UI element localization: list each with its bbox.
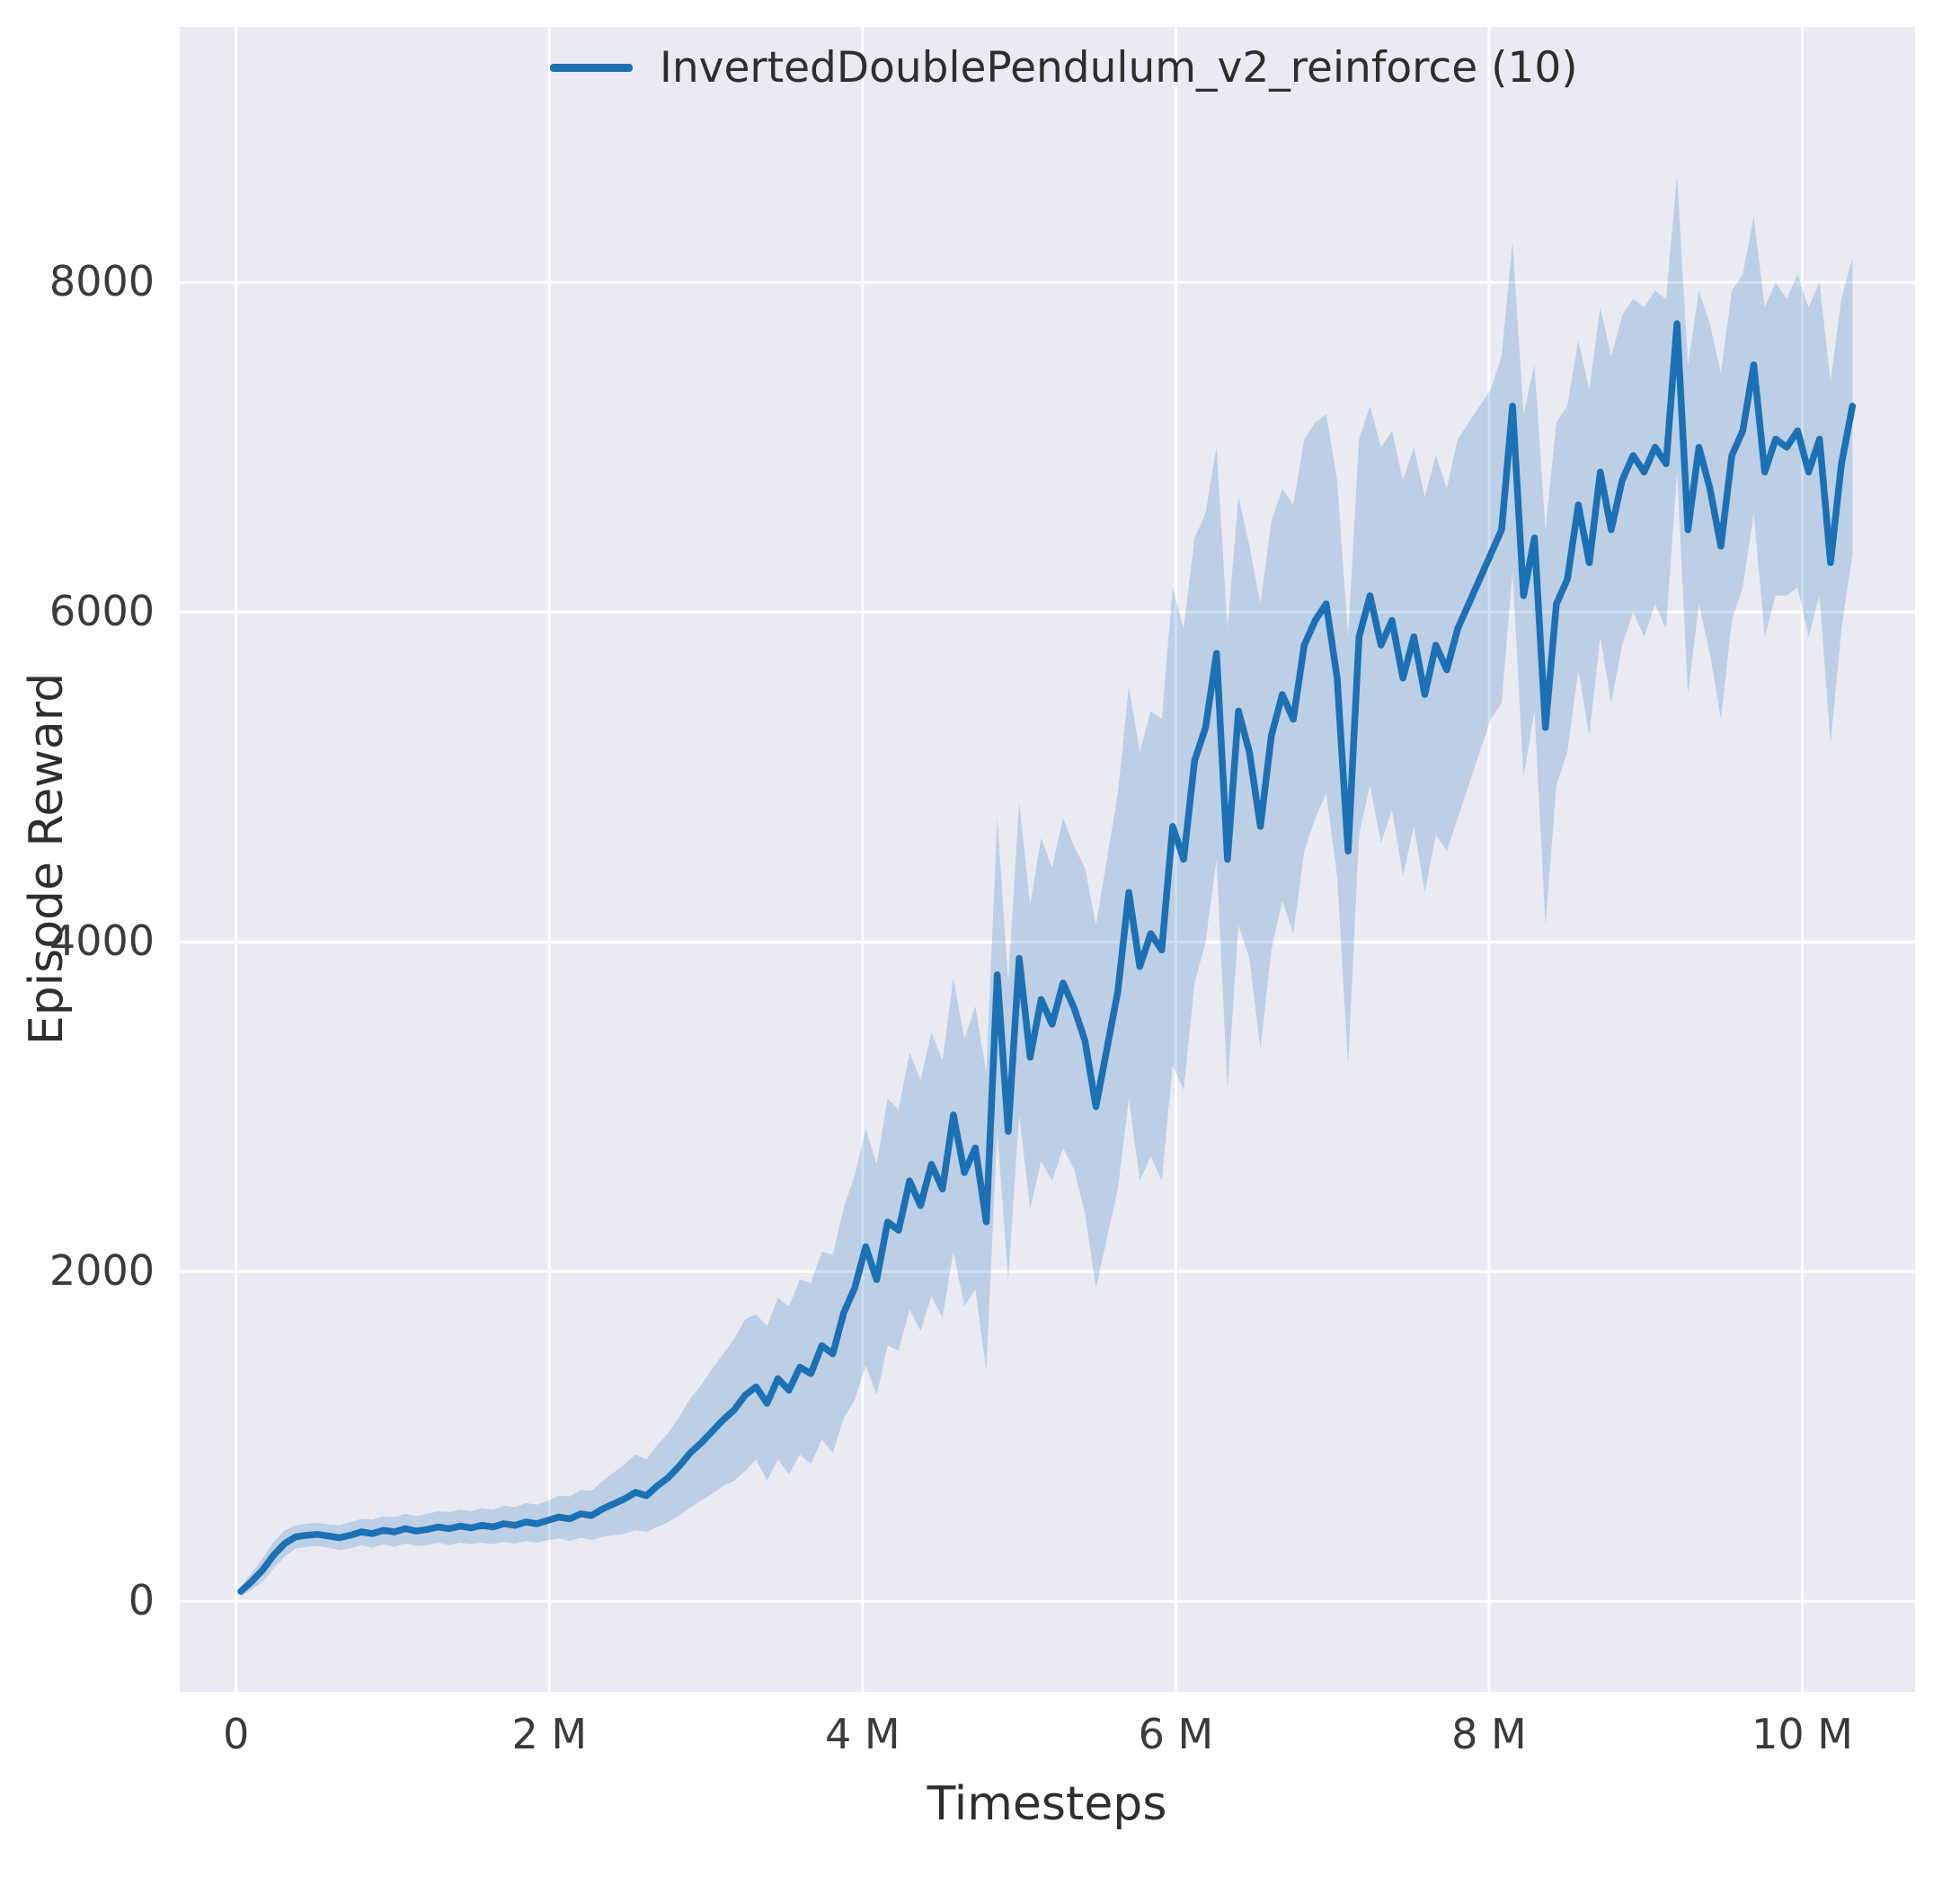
x-tick-label: 10 M xyxy=(1752,1710,1853,1758)
x-tick-label: 6 M xyxy=(1138,1710,1214,1758)
y-tick-label: 0 xyxy=(128,1576,155,1625)
legend-line-sample xyxy=(550,64,633,72)
y-tick-label: 6000 xyxy=(49,587,155,636)
confidence-band xyxy=(241,175,1853,1597)
legend: InvertedDoublePendulum_v2_reinforce (10) xyxy=(550,43,1578,93)
x-tick-label: 2 M xyxy=(511,1710,588,1758)
y-tick-label: 8000 xyxy=(49,257,155,306)
x-tick-label: 4 M xyxy=(825,1710,900,1758)
mean-reward-line xyxy=(237,320,1857,1595)
y-tick-label: 4000 xyxy=(49,916,155,966)
y-tick-label: 2000 xyxy=(49,1246,155,1296)
y-axis-label: Episode Reward xyxy=(20,672,74,1046)
x-tick-label: 8 M xyxy=(1451,1710,1527,1758)
legend-label: InvertedDoublePendulum_v2_reinforce (10) xyxy=(660,43,1578,93)
x-axis-label: Timesteps xyxy=(927,1777,1167,1831)
x-tick-label: 0 xyxy=(223,1710,250,1758)
plot-area xyxy=(180,27,1915,1692)
